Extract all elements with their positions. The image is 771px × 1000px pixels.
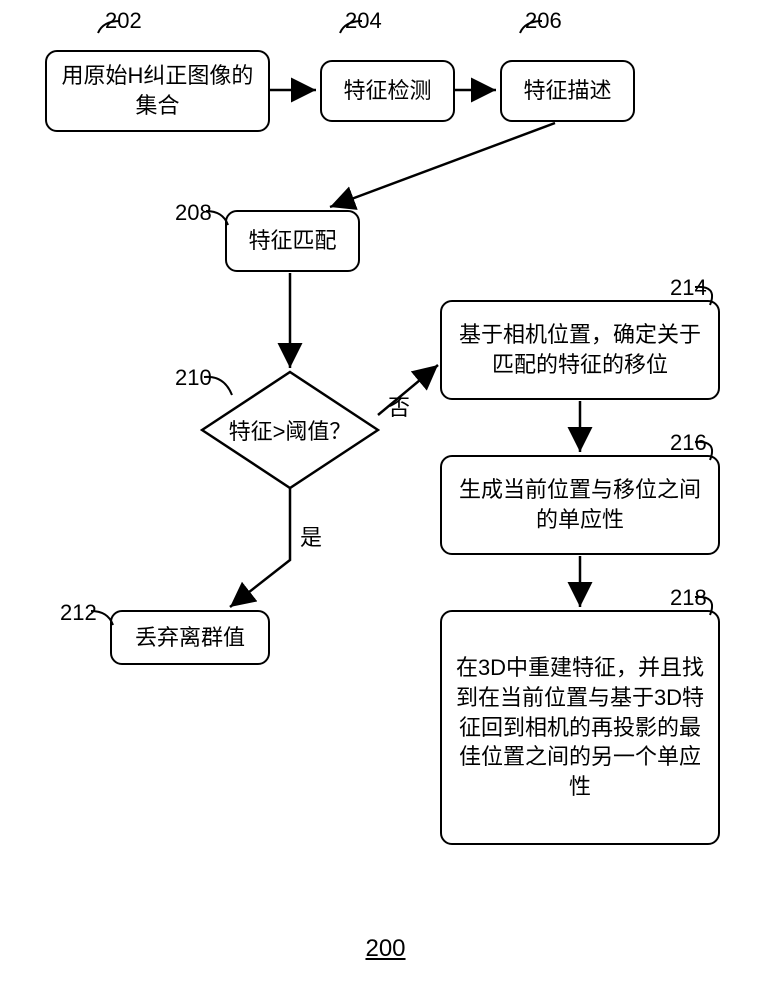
edge-label-no: 否 [388, 390, 410, 422]
node-text: 基于相机位置，确定关于匹配的特征的移位 [450, 320, 710, 379]
ref-206: 206 [525, 8, 562, 34]
ref-204: 204 [345, 8, 382, 34]
node-discard-outliers: 丢弃离群值 [110, 610, 270, 665]
node-text: 特征描述 [523, 76, 611, 106]
ref-218: 218 [670, 585, 707, 611]
node-reconstruct-3d: 在3D中重建特征，并且找到在当前位置与基于3D特征回到相机的再投影的最佳位置之间… [440, 610, 720, 845]
node-rectify-images: 用原始H纠正图像的集合 [45, 50, 270, 132]
node-threshold-decision: 特征>阈值？ [200, 370, 380, 490]
node-text: 在3D中重建特征，并且找到在当前位置与基于3D特征回到相机的再投影的最佳位置之间… [450, 653, 710, 801]
node-text: 特征匹配 [248, 226, 336, 256]
node-feature-describe: 特征描述 [500, 60, 635, 122]
node-feature-detect: 特征检测 [320, 60, 455, 122]
node-determine-shift: 基于相机位置，确定关于匹配的特征的移位 [440, 300, 720, 400]
ref-208: 208 [175, 200, 212, 226]
node-text: 丢弃离群值 [135, 623, 245, 653]
node-text: 生成当前位置与移位之间的单应性 [450, 475, 710, 534]
node-text: 特征>阈值？ [229, 414, 352, 446]
node-text: 用原始H纠正图像的集合 [55, 61, 260, 120]
node-generate-homography: 生成当前位置与移位之间的单应性 [440, 455, 720, 555]
figure-label: 200 [365, 935, 405, 963]
node-feature-match: 特征匹配 [225, 210, 360, 272]
ref-202: 202 [105, 8, 142, 34]
edge-label-yes: 是 [300, 520, 322, 552]
ref-210: 210 [175, 365, 212, 391]
ref-216: 216 [670, 430, 707, 456]
ref-212: 212 [60, 600, 97, 626]
node-text: 特征检测 [343, 76, 431, 106]
ref-214: 214 [670, 275, 707, 301]
